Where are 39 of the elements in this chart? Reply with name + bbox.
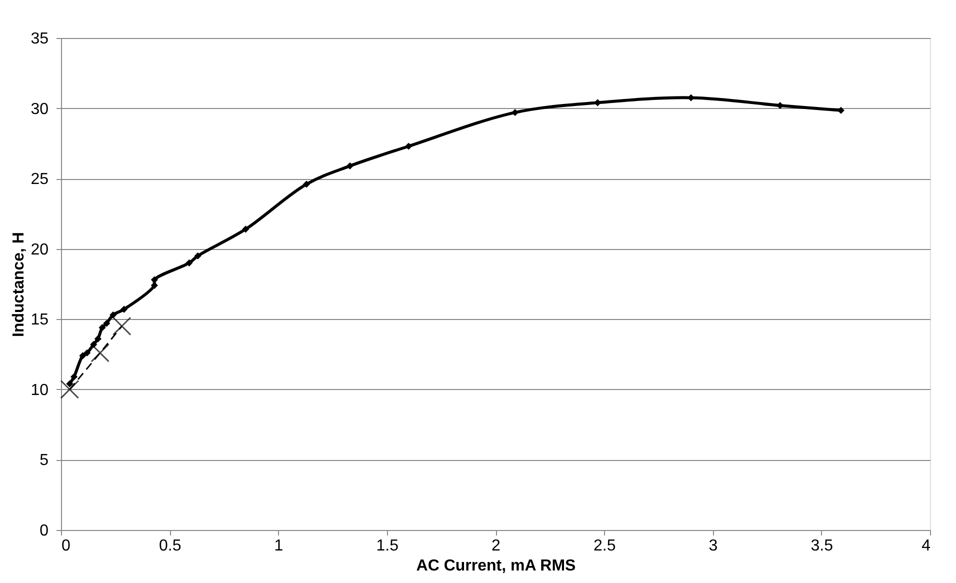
point bbox=[70, 373, 78, 380]
y-tick-label: 35 bbox=[30, 30, 49, 48]
point bbox=[103, 320, 110, 327]
point bbox=[112, 316, 132, 336]
point bbox=[79, 352, 86, 360]
point bbox=[242, 226, 250, 233]
y-tick-label: 25 bbox=[30, 171, 49, 188]
point bbox=[150, 276, 158, 284]
x-tick-label: 0.5 bbox=[159, 538, 182, 554]
x-tick-label: 2.5 bbox=[594, 538, 616, 554]
point bbox=[120, 306, 128, 313]
point bbox=[110, 311, 117, 318]
y-tick-label: 0 bbox=[40, 522, 49, 540]
point bbox=[84, 349, 91, 356]
y-tick-label: 5 bbox=[40, 452, 49, 470]
point bbox=[346, 162, 354, 170]
x-axis-title: AC Current, mA RMS bbox=[416, 558, 576, 574]
point bbox=[186, 259, 193, 266]
point bbox=[98, 324, 106, 332]
y-tick-label: 10 bbox=[30, 382, 49, 399]
x-tick-label: 3 bbox=[708, 538, 718, 554]
x-tick-label: 1 bbox=[274, 538, 284, 554]
x-tick-label: 3.5 bbox=[810, 538, 834, 554]
point bbox=[94, 335, 102, 342]
y-axis-title: Inductance, H bbox=[10, 232, 28, 337]
point bbox=[60, 380, 80, 399]
x-tick-label: 1.5 bbox=[376, 538, 399, 554]
x-tick-label: 4 bbox=[922, 538, 931, 554]
point bbox=[512, 108, 519, 116]
x-tick-label: 2 bbox=[492, 538, 501, 554]
point bbox=[302, 180, 310, 188]
y-tick-label: 30 bbox=[30, 100, 49, 118]
y-tick-label: 15 bbox=[30, 312, 49, 329]
point bbox=[194, 252, 202, 260]
y-tick-label: 20 bbox=[30, 241, 49, 258]
point bbox=[405, 142, 412, 150]
point bbox=[90, 343, 110, 362]
point bbox=[66, 380, 74, 388]
x-tick-label: 0 bbox=[62, 538, 70, 554]
